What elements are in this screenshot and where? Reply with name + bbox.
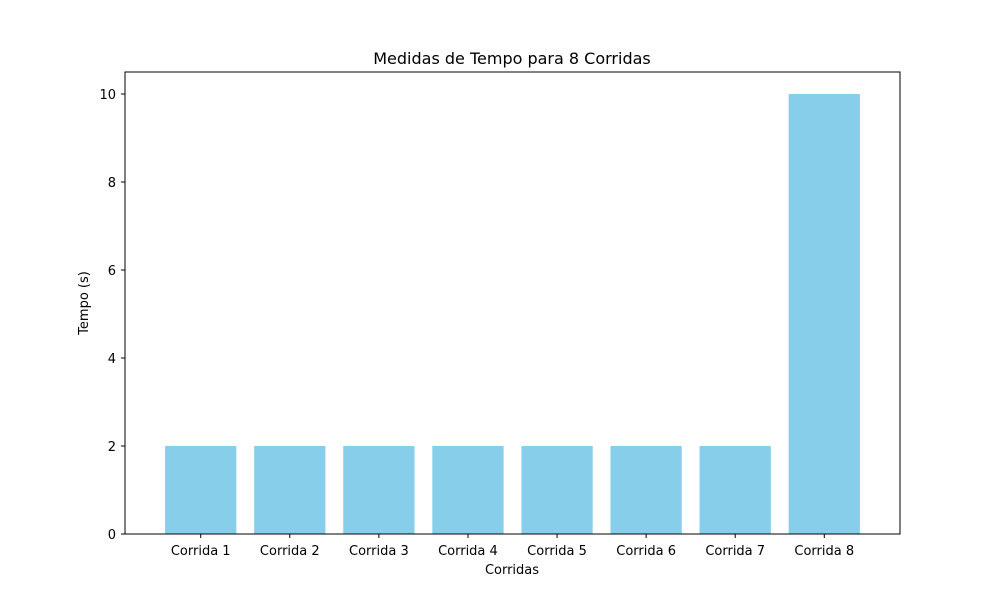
x-tick-label-4: Corrida 4 — [438, 544, 498, 559]
bar-3 — [343, 446, 415, 534]
bar-1 — [165, 446, 237, 534]
x-tick-label-1: Corrida 1 — [171, 544, 231, 559]
x-tick-label-3: Corrida 3 — [349, 544, 409, 559]
bar-8 — [788, 94, 860, 534]
plot-frame — [124, 71, 901, 535]
bar-4 — [432, 446, 504, 534]
y-tick-label-6: 6 — [108, 264, 116, 279]
bar-6 — [610, 446, 682, 534]
y-tick-label-4: 4 — [108, 352, 116, 367]
x-axis-title: Corridas — [485, 563, 539, 578]
x-tick-label-2: Corrida 2 — [260, 544, 320, 559]
y-axis-title: Tempo (s) — [77, 271, 92, 336]
bars — [165, 94, 860, 534]
x-tick-label-6: Corrida 6 — [616, 544, 676, 559]
bar-7 — [699, 446, 771, 534]
x-tick-label-8: Corrida 8 — [794, 544, 854, 559]
bar-5 — [521, 446, 593, 534]
chart-title: Medidas de Tempo para 8 Corridas — [373, 49, 651, 68]
y-axis: 0 2 4 6 8 10 — [99, 88, 125, 543]
x-tick-label-5: Corrida 5 — [527, 544, 587, 559]
x-axis: Corrida 1 Corrida 2 Corrida 3 Corrida 4 Corr… — [171, 534, 854, 559]
bar-2 — [254, 446, 326, 534]
y-tick-label-8: 8 — [108, 176, 116, 191]
y-tick-label-10: 10 — [99, 88, 116, 103]
x-tick-label-7: Corrida 7 — [705, 544, 765, 559]
y-tick-label-0: 0 — [108, 528, 116, 543]
y-tick-label-2: 2 — [108, 440, 116, 455]
